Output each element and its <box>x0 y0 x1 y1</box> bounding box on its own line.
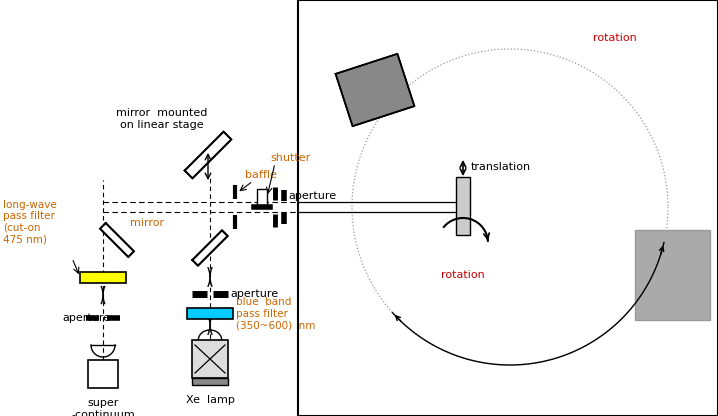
Text: baffle: baffle <box>245 170 277 180</box>
Text: shutter: shutter <box>270 153 310 163</box>
Text: aperture: aperture <box>288 191 336 201</box>
Bar <box>192 340 228 378</box>
Text: long-wave
pass filter
(cut-on
475 nm): long-wave pass filter (cut-on 475 nm) <box>3 200 57 244</box>
Bar <box>192 378 228 385</box>
Bar <box>80 272 126 283</box>
Text: aperture: aperture <box>62 313 110 323</box>
Text: aperture: aperture <box>230 289 278 299</box>
Bar <box>635 230 710 320</box>
Bar <box>298 0 718 416</box>
Bar <box>88 360 118 388</box>
Text: mirror  mounted
on linear stage: mirror mounted on linear stage <box>116 108 208 130</box>
Polygon shape <box>192 230 228 266</box>
Polygon shape <box>100 223 134 257</box>
Polygon shape <box>335 54 414 126</box>
Text: mirror: mirror <box>130 218 164 228</box>
Text: translation: translation <box>471 162 531 172</box>
Polygon shape <box>185 132 231 178</box>
Bar <box>187 308 233 319</box>
Bar <box>257 189 267 207</box>
Text: Xe  lamp: Xe lamp <box>185 395 235 405</box>
Bar <box>456 177 470 235</box>
Text: super
-continuum
source: super -continuum source <box>71 398 135 416</box>
Text: rotation: rotation <box>593 33 637 43</box>
Text: detector
system: detector system <box>351 81 398 103</box>
Text: rotation: rotation <box>441 270 485 280</box>
Text: blue  band
pass filter
(350~600)  nm: blue band pass filter (350~600) nm <box>236 297 315 331</box>
